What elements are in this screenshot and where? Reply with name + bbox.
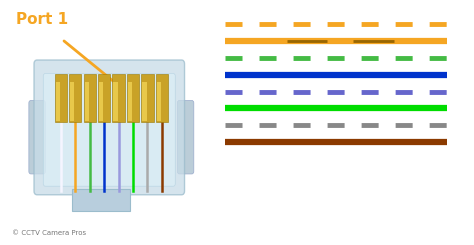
Bar <box>99 82 103 121</box>
Bar <box>69 74 82 122</box>
Bar <box>113 82 118 121</box>
Text: 2: 2 <box>455 36 462 46</box>
FancyBboxPatch shape <box>177 100 194 174</box>
Text: 7: 7 <box>210 120 217 130</box>
Bar <box>55 82 60 121</box>
Bar <box>98 74 110 122</box>
Text: 6: 6 <box>455 103 462 113</box>
Bar <box>157 82 161 121</box>
Bar <box>83 74 96 122</box>
Text: 4: 4 <box>210 70 217 80</box>
Text: 3: 3 <box>455 53 462 63</box>
Text: Port 1: Port 1 <box>17 12 69 27</box>
Text: 6: 6 <box>210 103 217 113</box>
Bar <box>155 74 168 122</box>
FancyBboxPatch shape <box>34 60 184 195</box>
Bar <box>70 82 74 121</box>
Bar <box>112 74 125 122</box>
Text: 8: 8 <box>210 137 217 147</box>
Text: 1: 1 <box>455 20 462 29</box>
Text: © CCTV Camera Pros: © CCTV Camera Pros <box>12 230 86 236</box>
Bar <box>127 74 139 122</box>
Text: 2: 2 <box>210 36 217 46</box>
Bar <box>128 82 132 121</box>
Text: 5: 5 <box>455 87 462 97</box>
Text: 7: 7 <box>455 120 462 130</box>
Text: 3: 3 <box>210 53 217 63</box>
Bar <box>141 74 154 122</box>
FancyBboxPatch shape <box>43 74 175 186</box>
Text: 4: 4 <box>455 70 462 80</box>
Bar <box>72 189 130 211</box>
Text: 5: 5 <box>210 87 217 97</box>
Bar <box>55 74 67 122</box>
Text: 8: 8 <box>455 137 462 147</box>
Text: 1: 1 <box>210 20 217 29</box>
Bar <box>84 82 89 121</box>
FancyBboxPatch shape <box>29 100 46 174</box>
Text: Straight-through wired cables: Straight-through wired cables <box>247 199 433 212</box>
Bar <box>142 82 146 121</box>
